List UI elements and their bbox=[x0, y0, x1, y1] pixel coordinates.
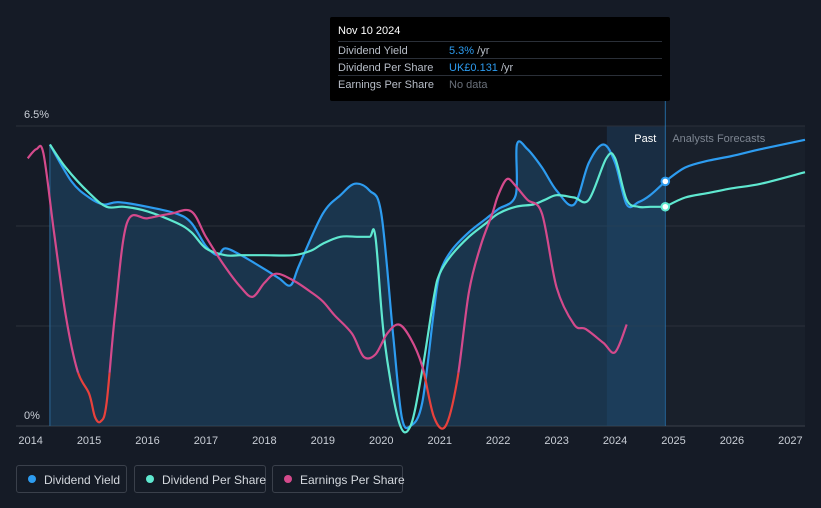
tooltip-value: UK£0.131 bbox=[449, 62, 498, 74]
legend-label: Dividend Per Share bbox=[162, 473, 267, 487]
tooltip-date: Nov 10 2024 bbox=[338, 25, 401, 37]
past-label: Past bbox=[634, 133, 656, 145]
x-tick-label: 2018 bbox=[252, 435, 276, 447]
legend-dot-icon bbox=[146, 475, 154, 483]
earnings-per-share-line-low bbox=[77, 372, 460, 430]
tooltip-label: Earnings Per Share bbox=[338, 79, 434, 91]
dividend-yield-area bbox=[49, 141, 666, 429]
tooltip-row-dividend-per-share: Dividend Per Share UK£0.131 /yr bbox=[338, 58, 662, 76]
legend-label: Dividend Yield bbox=[44, 473, 121, 487]
x-tick-label: 2014 bbox=[18, 435, 42, 447]
tooltip-value: No data bbox=[449, 79, 488, 91]
tooltip-value: 5.3% bbox=[449, 45, 475, 57]
y-tick-label-min: 0% bbox=[24, 410, 40, 422]
earnings-per-share-line bbox=[26, 144, 628, 373]
dividend-per-share-line bbox=[48, 143, 666, 434]
tooltip-label: Dividend Per Share bbox=[338, 62, 434, 74]
legend-label: Earnings Per Share bbox=[300, 473, 405, 487]
x-tick-label: 2016 bbox=[135, 435, 159, 447]
x-tick-label: 2020 bbox=[369, 435, 393, 447]
dividend-per-share-marker bbox=[660, 201, 671, 212]
forecast-label: Analysts Forecasts bbox=[672, 133, 765, 145]
tooltip-row-dividend-yield: Dividend Yield 5.3% /yr bbox=[338, 41, 662, 59]
x-tick-label: 2019 bbox=[311, 435, 335, 447]
x-tick-label: 2017 bbox=[194, 435, 218, 447]
legend-dividend-yield[interactable]: Dividend Yield bbox=[16, 465, 127, 493]
legend-dot-icon bbox=[28, 475, 36, 483]
x-tick-label: 2023 bbox=[544, 435, 568, 447]
x-tick-label: 2026 bbox=[720, 435, 744, 447]
tooltip-unit: /yr bbox=[474, 45, 490, 57]
x-tick-label: 2027 bbox=[778, 435, 802, 447]
x-tick-label: 2025 bbox=[661, 435, 685, 447]
x-tick-label: 2022 bbox=[486, 435, 510, 447]
legend-dot-icon bbox=[284, 475, 292, 483]
x-tick-label: 2015 bbox=[77, 435, 101, 447]
dividend-yield-marker bbox=[660, 176, 671, 187]
dividend-per-share-forecast-line bbox=[664, 171, 806, 208]
dividend-yield-line bbox=[48, 140, 667, 430]
dividend-yield-forecast-line bbox=[664, 138, 806, 183]
tooltip-panel: Nov 10 2024 Dividend Yield 5.3% /yr Divi… bbox=[330, 17, 670, 101]
forecast-region bbox=[665, 126, 805, 426]
legend-dividend-per-share[interactable]: Dividend Per Share bbox=[134, 465, 266, 493]
x-tick-label: 2021 bbox=[427, 435, 451, 447]
tooltip-row-earnings-per-share: Earnings Per Share No data bbox=[338, 75, 662, 93]
legend-earnings-per-share[interactable]: Earnings Per Share bbox=[272, 465, 405, 493]
x-tick-label: 2024 bbox=[603, 435, 627, 447]
y-tick-label-max: 6.5% bbox=[24, 109, 49, 121]
tooltip-unit: /yr bbox=[497, 62, 514, 74]
tooltip-label: Dividend Yield bbox=[338, 45, 408, 57]
